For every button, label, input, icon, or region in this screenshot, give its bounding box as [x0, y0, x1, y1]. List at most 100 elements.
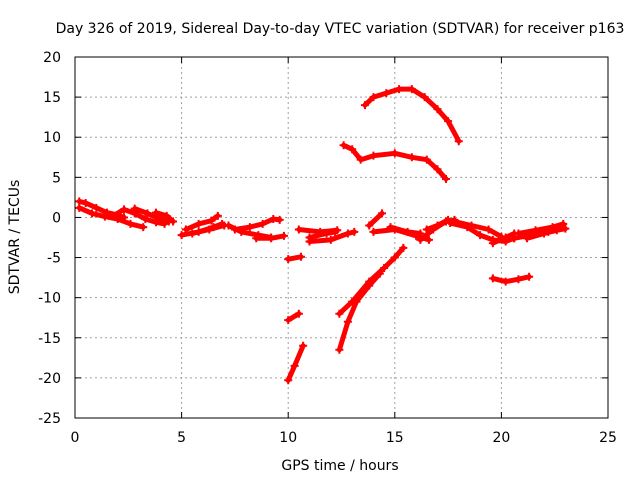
x-axis-label: GPS time / hours: [281, 458, 398, 474]
data-point: [531, 226, 540, 235]
data-point: [380, 263, 389, 272]
data-point: [188, 229, 197, 238]
data-point: [120, 205, 129, 214]
series-line: [183, 213, 221, 232]
series-line: [366, 210, 385, 228]
data-series: [514, 219, 568, 238]
y-tick-label: -10: [38, 291, 61, 307]
data-point: [433, 165, 442, 174]
data-point: [267, 234, 276, 243]
data-point: [501, 233, 510, 242]
data-point: [143, 209, 152, 218]
data-point: [169, 217, 178, 226]
data-point: [510, 234, 519, 243]
data-point: [130, 204, 139, 213]
data-point: [395, 85, 404, 94]
data-point: [424, 235, 433, 244]
data-point: [343, 317, 352, 326]
data-point: [561, 224, 570, 233]
data-point: [378, 209, 387, 218]
x-tick-label: 20: [492, 430, 510, 446]
data-point: [279, 231, 288, 240]
data-point: [299, 341, 308, 350]
series-line: [490, 274, 532, 285]
series-line: [132, 206, 172, 224]
data-point: [275, 215, 284, 224]
data-point: [525, 272, 534, 281]
data-point: [488, 274, 497, 283]
data-series: [422, 215, 453, 234]
data-point: [205, 225, 214, 234]
data-point: [356, 155, 365, 164]
data-series: [75, 203, 148, 232]
data-point: [454, 137, 463, 146]
ticks-layer: 0 5 10 15 20 25 -25 -20 -15 -10 -5 0 5 10 15 20: [38, 50, 617, 446]
data-series: [522, 224, 570, 243]
data-point: [296, 252, 305, 261]
data-point: [552, 226, 561, 235]
data-point: [335, 345, 344, 354]
data-point: [360, 101, 369, 110]
data-point: [294, 225, 303, 234]
data-point: [126, 219, 135, 228]
data-point: [305, 233, 314, 242]
data-point: [514, 229, 523, 238]
data-point: [375, 269, 384, 278]
data-point: [501, 277, 510, 286]
data-point: [390, 149, 399, 158]
data-point: [245, 223, 254, 232]
data-point: [369, 93, 378, 102]
data-point: [258, 219, 267, 228]
series-line: [516, 221, 566, 236]
data-point: [365, 221, 374, 230]
data-point: [141, 215, 150, 224]
data-point: [294, 309, 303, 318]
data-point: [284, 255, 293, 264]
data-point: [352, 297, 361, 306]
data-point: [390, 253, 399, 262]
data-point: [444, 117, 453, 126]
data-point: [335, 309, 344, 318]
data-series: [284, 341, 308, 385]
data-series: [339, 141, 450, 183]
data-point: [290, 361, 299, 370]
data-point: [399, 243, 408, 252]
data-series: [252, 231, 288, 243]
data-series: [152, 208, 178, 226]
series-layer: [75, 85, 570, 385]
data-point: [467, 221, 476, 230]
y-tick-label: 15: [43, 90, 61, 106]
data-point: [441, 174, 450, 183]
x-tick-label: 0: [71, 430, 80, 446]
data-point: [207, 216, 216, 225]
data-point: [433, 105, 442, 114]
data-series: [305, 227, 340, 242]
data-point: [326, 235, 335, 244]
data-series: [284, 252, 305, 264]
data-point: [139, 223, 148, 232]
data-point: [369, 151, 378, 160]
series-line: [336, 271, 383, 353]
data-point: [433, 221, 442, 230]
data-point: [407, 153, 416, 162]
series-line: [452, 219, 504, 240]
x-tick-label: 25: [599, 430, 617, 446]
series-line: [285, 343, 306, 383]
data-point: [386, 223, 395, 232]
series-line: [524, 226, 568, 241]
data-point: [416, 235, 425, 244]
data-series: [365, 209, 387, 230]
data-point: [88, 209, 97, 218]
data-point: [109, 211, 118, 220]
data-point: [252, 234, 261, 243]
data-point: [162, 211, 171, 220]
data-point: [75, 203, 84, 212]
data-point: [559, 219, 568, 228]
data-point: [343, 229, 352, 238]
data-point: [403, 227, 412, 236]
data-point: [100, 212, 109, 221]
data-series: [305, 227, 359, 246]
y-tick-label: -20: [38, 371, 61, 387]
data-point: [522, 234, 531, 243]
